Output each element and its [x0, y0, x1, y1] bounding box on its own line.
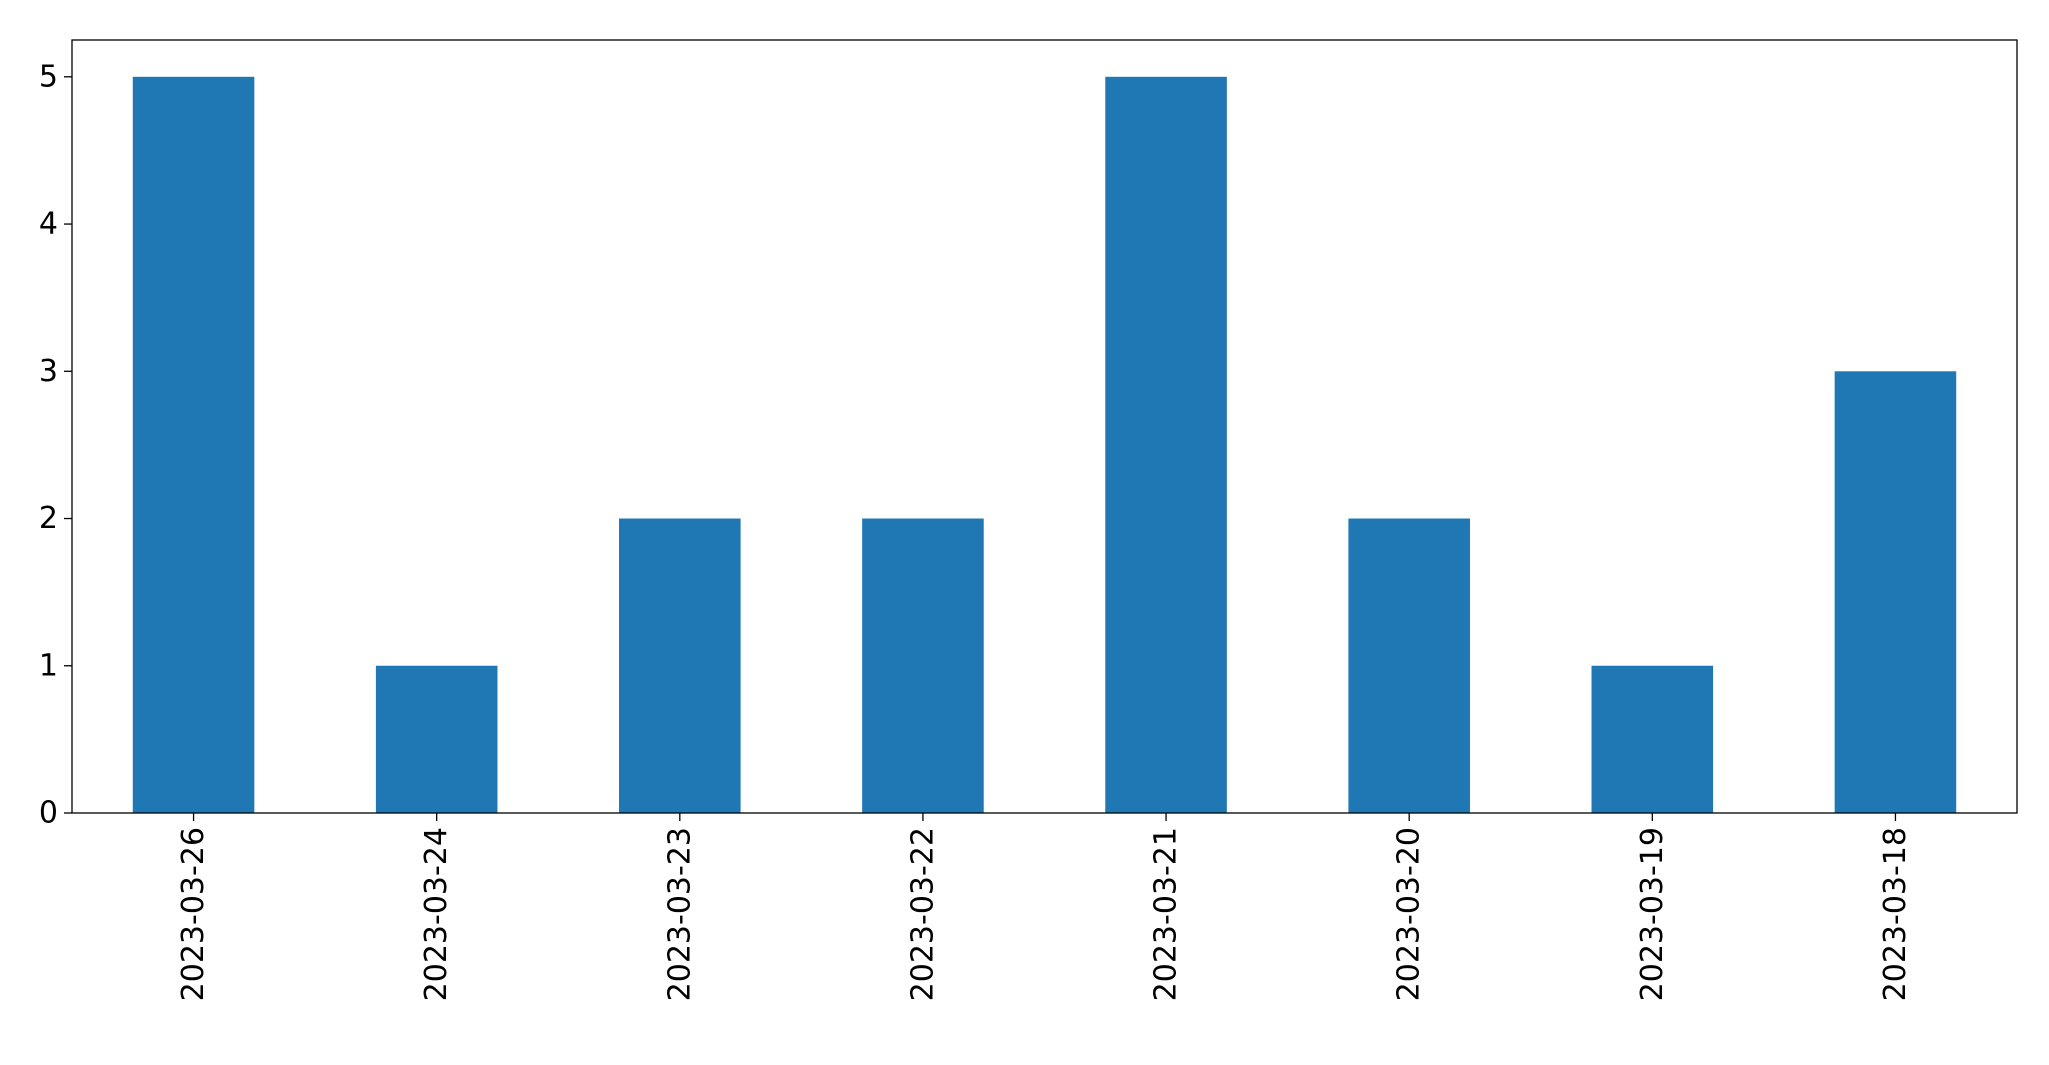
x-tick-label: 2023-03-21	[1149, 827, 1184, 1001]
x-tick-label: 2023-03-23	[662, 827, 697, 1001]
bar-2023-03-26	[132, 76, 255, 813]
bar-2023-03-21	[1105, 76, 1227, 813]
x-tick-label: 2023-03-19	[1635, 827, 1670, 1001]
bar-2023-03-22	[862, 518, 984, 813]
bar-2023-03-19	[1591, 665, 1714, 813]
bars-layer	[132, 76, 1957, 813]
plot-frame	[71, 39, 2018, 814]
x-tick-label: 2023-03-26	[176, 827, 211, 1001]
x-tick-label: 2023-03-18	[1878, 827, 1913, 1001]
x-axis: 2023-03-26 2023-03-24 2023-03-23 2023-03-22…	[176, 813, 1913, 1001]
bar-2023-03-20	[1348, 518, 1470, 813]
y-tick-label: 0	[39, 796, 58, 831]
y-tick-label: 2	[39, 501, 58, 536]
bar-2023-03-23	[619, 518, 741, 813]
x-tick-label: 2023-03-24	[419, 827, 454, 1001]
y-tick-label: 4	[39, 207, 58, 242]
y-tick-label: 1	[39, 648, 58, 683]
x-tick-label: 2023-03-20	[1392, 827, 1427, 1001]
y-tick-label: 5	[39, 59, 58, 94]
x-tick-label: 2023-03-22	[905, 827, 940, 1001]
y-tick-label: 3	[39, 354, 58, 389]
bar-2023-03-18	[1834, 371, 1957, 813]
bar-2023-03-24	[375, 665, 498, 813]
y-axis: 0 1 2 3 4 5	[39, 59, 72, 831]
